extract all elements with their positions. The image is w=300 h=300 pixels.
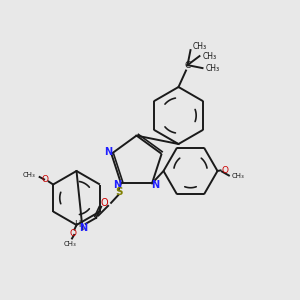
Text: CH₃: CH₃ xyxy=(203,52,217,61)
Text: CH₃: CH₃ xyxy=(64,241,77,247)
Text: O: O xyxy=(41,175,48,184)
Text: CH₃: CH₃ xyxy=(206,64,220,73)
Text: N: N xyxy=(104,147,112,157)
Text: C: C xyxy=(184,61,190,70)
Text: N: N xyxy=(113,180,122,190)
Text: O: O xyxy=(100,199,108,208)
Text: N: N xyxy=(79,224,87,233)
Text: CH₃: CH₃ xyxy=(22,172,35,178)
Text: H: H xyxy=(74,220,80,229)
Text: O: O xyxy=(221,166,228,175)
Text: CH₃: CH₃ xyxy=(193,42,207,51)
Text: O: O xyxy=(69,230,76,238)
Text: CH₃: CH₃ xyxy=(232,172,245,178)
Text: S: S xyxy=(115,188,122,197)
Text: N: N xyxy=(152,180,160,190)
